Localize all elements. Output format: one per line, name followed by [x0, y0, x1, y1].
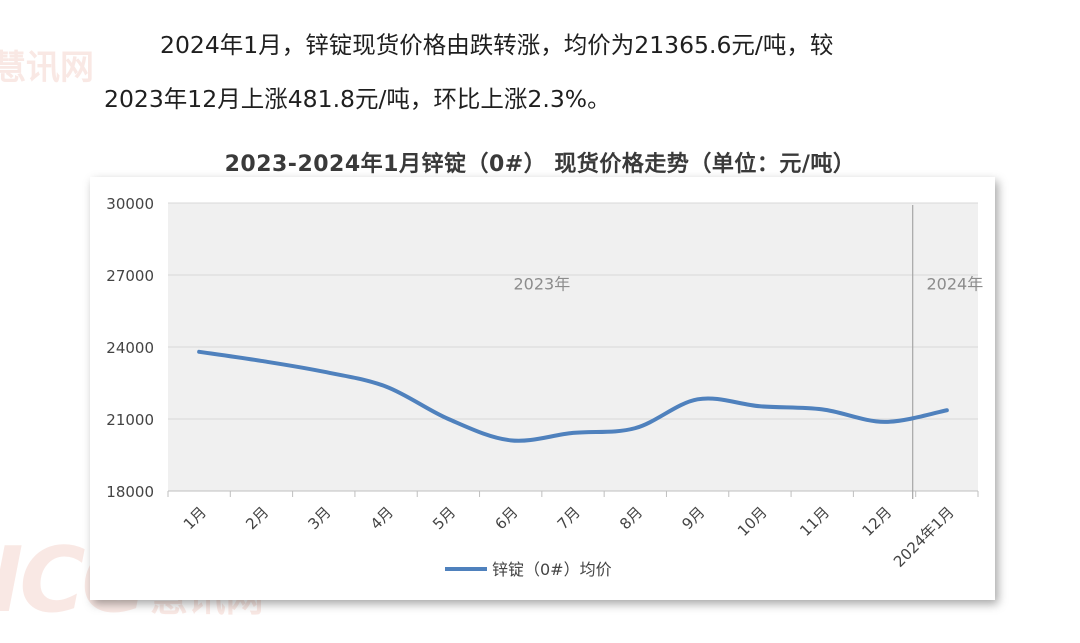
intro-line-2: 2023年12月上涨481.8元/吨，环比上涨2.3%。 [104, 85, 611, 113]
x-tick-label: 10月 [734, 503, 771, 540]
y-tick-label: 30000 [106, 195, 154, 213]
legend: 锌锭（0#）均价 [445, 560, 612, 579]
period-label-2024: 2024年 [926, 274, 983, 293]
chart-title: 2023-2024年1月锌锭（0#） 现货价格走势（单位：元/吨） [224, 152, 856, 177]
x-tick-label: 9月 [678, 503, 708, 533]
intro-line-1: 2024年1月，锌锭现货价格由跌转涨，均价为21365.6元/吨，较 [160, 31, 834, 59]
x-tick-label: 1月 [180, 503, 210, 533]
gridlines [168, 202, 978, 420]
x-tick-label: 8月 [616, 503, 646, 533]
intro-paragraph: 2024年1月，锌锭现货价格由跌转涨，均价为21365.6元/吨，较 2023年… [104, 18, 1004, 126]
x-tick-label: 2月 [242, 503, 272, 533]
y-axis-tick-labels: 18000 21000 24000 27000 30000 [106, 195, 154, 501]
y-tick-label: 27000 [106, 267, 154, 285]
series-line-zinc-price [197, 349, 949, 443]
x-tick-label: 11月 [796, 503, 833, 540]
x-tick-label: 2024年1月 [890, 503, 958, 571]
x-tick-label: 4月 [367, 503, 397, 533]
x-tick-label: 7月 [554, 503, 584, 533]
legend-label: 锌锭（0#）均价 [492, 560, 612, 579]
y-tick-label: 24000 [106, 339, 154, 357]
period-label-2023: 2023年 [513, 274, 570, 293]
x-tick-label: 6月 [491, 503, 521, 533]
x-tick-label: 12月 [859, 503, 896, 540]
y-tick-label: 18000 [106, 483, 154, 501]
x-tick-label: 3月 [305, 503, 335, 533]
y-tick-label: 21000 [106, 411, 154, 429]
x-tick-label: 5月 [429, 503, 459, 533]
